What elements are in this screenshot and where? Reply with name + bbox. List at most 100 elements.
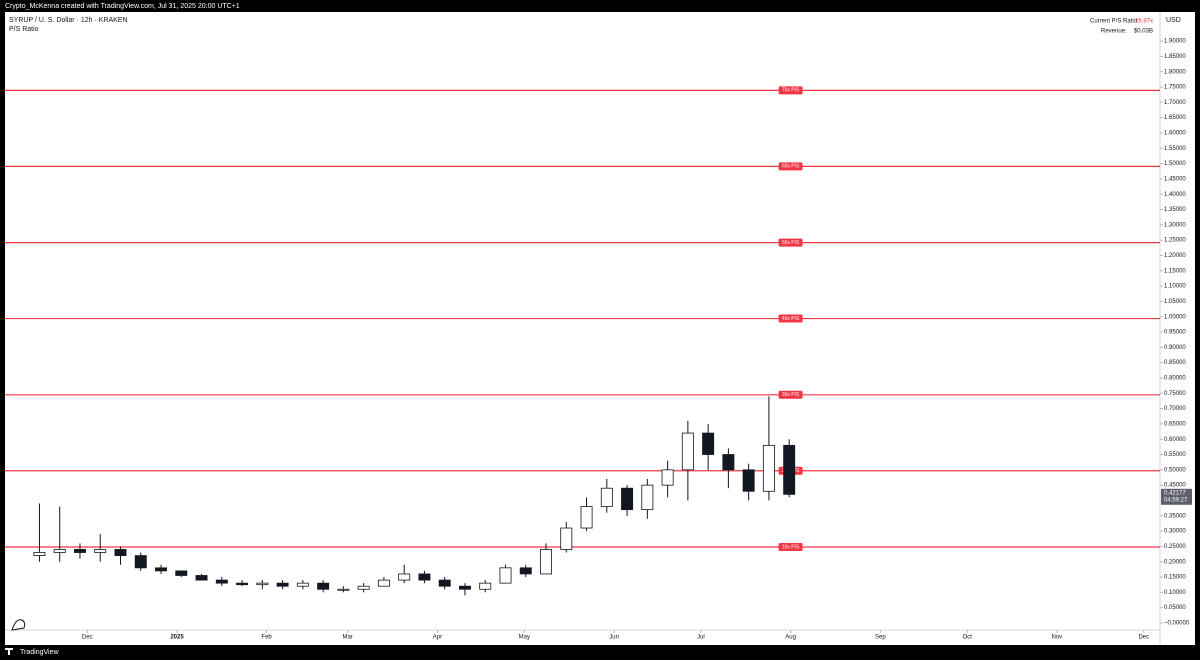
y-tick-label: 0.60000 <box>1164 437 1186 443</box>
info-label: Current P/S Ratio: <box>1090 19 1139 25</box>
y-tick-label: 0.55000 <box>1164 452 1186 458</box>
candle-body <box>74 549 86 553</box>
brand-logo <box>5 648 13 655</box>
x-tick-label: Nov <box>1052 635 1063 641</box>
candle-body <box>499 567 512 584</box>
candle-body <box>459 585 471 590</box>
credit: Crypto_McKenna created with TradingView.… <box>5 3 240 10</box>
y-tick-label: 1.45000 <box>1164 176 1186 182</box>
y-tick-label: 0.45000 <box>1164 483 1186 489</box>
x-tick-label: 2025 <box>170 635 184 641</box>
info-value: 16.97x <box>1135 19 1153 25</box>
x-tick-label: Sep <box>875 635 886 641</box>
level-tag <box>778 390 803 399</box>
y-tick-label: 0.10000 <box>1164 590 1186 596</box>
level-label: 40x P/S <box>782 316 800 322</box>
y-tick-label: 0.80000 <box>1164 376 1186 382</box>
candle-body <box>438 579 451 587</box>
level-label: 70x P/S <box>782 88 800 94</box>
y-tick-label: 1.10000 <box>1164 284 1186 290</box>
candle-body <box>94 549 107 553</box>
currency: USD <box>1166 17 1181 24</box>
y-tick-label: 1.15000 <box>1164 268 1186 274</box>
candle-body <box>783 444 796 495</box>
candle-body <box>540 549 552 575</box>
y-tick-label: 0.70000 <box>1164 406 1186 412</box>
y-tick-label: 1.25000 <box>1164 238 1186 244</box>
candle-body <box>742 469 755 492</box>
x-tick-label: Dec <box>82 635 93 641</box>
y-tick-label: 0.20000 <box>1164 559 1186 565</box>
candle-body <box>621 487 634 511</box>
candle-body <box>276 582 289 587</box>
y-tick-label: 1.90000 <box>1164 39 1186 45</box>
candle-body <box>479 582 492 590</box>
candle-body <box>53 549 66 553</box>
y-tick-label: 1.65000 <box>1164 115 1186 121</box>
candle-body <box>114 549 127 556</box>
candle-body <box>317 582 330 590</box>
y-tick-label: 0.85000 <box>1164 360 1186 366</box>
y-tick-label: 1.55000 <box>1164 146 1186 152</box>
y-tick-label: 1.35000 <box>1164 207 1186 213</box>
candle-body <box>134 555 147 569</box>
level-tag <box>778 86 803 95</box>
x-tick-label: Mar <box>342 635 352 641</box>
candle-body <box>702 432 715 455</box>
candle-body <box>357 585 370 590</box>
candle-body <box>762 444 775 492</box>
level-tag <box>778 314 803 323</box>
y-tick-label: 1.05000 <box>1164 299 1186 305</box>
y-tick-label: 1.00000 <box>1164 314 1186 320</box>
chart-area <box>5 12 1195 645</box>
y-tick-label: 0.30000 <box>1164 529 1186 535</box>
candle-body <box>641 484 654 511</box>
candle-body <box>215 579 228 584</box>
x-tick-label: Aug <box>785 635 796 641</box>
candle-body <box>580 506 593 529</box>
y-tick-label: 0.05000 <box>1164 605 1186 611</box>
y-tick-label: 1.70000 <box>1164 100 1186 106</box>
candle-body <box>155 567 167 572</box>
candle-body <box>418 573 431 581</box>
candle-body <box>681 432 694 471</box>
level-label: 50x P/S <box>782 240 800 246</box>
level-label: 10x P/S <box>782 544 800 550</box>
x-tick-label: Jun <box>609 635 619 641</box>
level-label: 30x P/S <box>782 392 800 398</box>
y-tick-label: 1.20000 <box>1164 253 1186 259</box>
y-tick-label: 1.85000 <box>1164 54 1186 60</box>
y-tick-label: 0.95000 <box>1164 330 1186 336</box>
y-tick-label: −0.00000 <box>1164 621 1190 627</box>
candle-body <box>256 582 269 586</box>
y-tick-label: 0.35000 <box>1164 513 1186 519</box>
x-tick-label: Dec <box>1138 635 1149 641</box>
y-tick-label: 0.25000 <box>1164 544 1186 550</box>
candle-body <box>337 588 350 591</box>
y-tick-label: 0.65000 <box>1164 421 1186 427</box>
level-tag <box>778 238 803 247</box>
indicator-name: P/S Ratio <box>9 26 39 33</box>
level-tag <box>778 543 803 552</box>
candle-body <box>33 552 46 556</box>
candle-body <box>236 582 249 586</box>
candle-body <box>519 567 532 575</box>
candle-body <box>377 579 390 587</box>
x-tick-label: Feb <box>261 635 272 641</box>
candle-body <box>175 570 188 576</box>
y-tick-label: 0.50000 <box>1164 467 1186 473</box>
level-tag <box>778 162 803 171</box>
brand[interactable]: TradingView <box>20 649 59 656</box>
candle-body <box>600 487 613 507</box>
y-tick-label: 0.15000 <box>1164 575 1186 581</box>
level-label: 60x P/S <box>782 164 800 170</box>
candle-body <box>661 469 674 486</box>
y-tick-label: 1.80000 <box>1164 69 1186 75</box>
candle-body <box>296 582 309 587</box>
price-tag-value: 0.42177 <box>1164 490 1186 496</box>
info-label: Revenue: <box>1101 29 1127 35</box>
candle-body <box>195 575 208 581</box>
x-tick-label: May <box>519 635 530 641</box>
